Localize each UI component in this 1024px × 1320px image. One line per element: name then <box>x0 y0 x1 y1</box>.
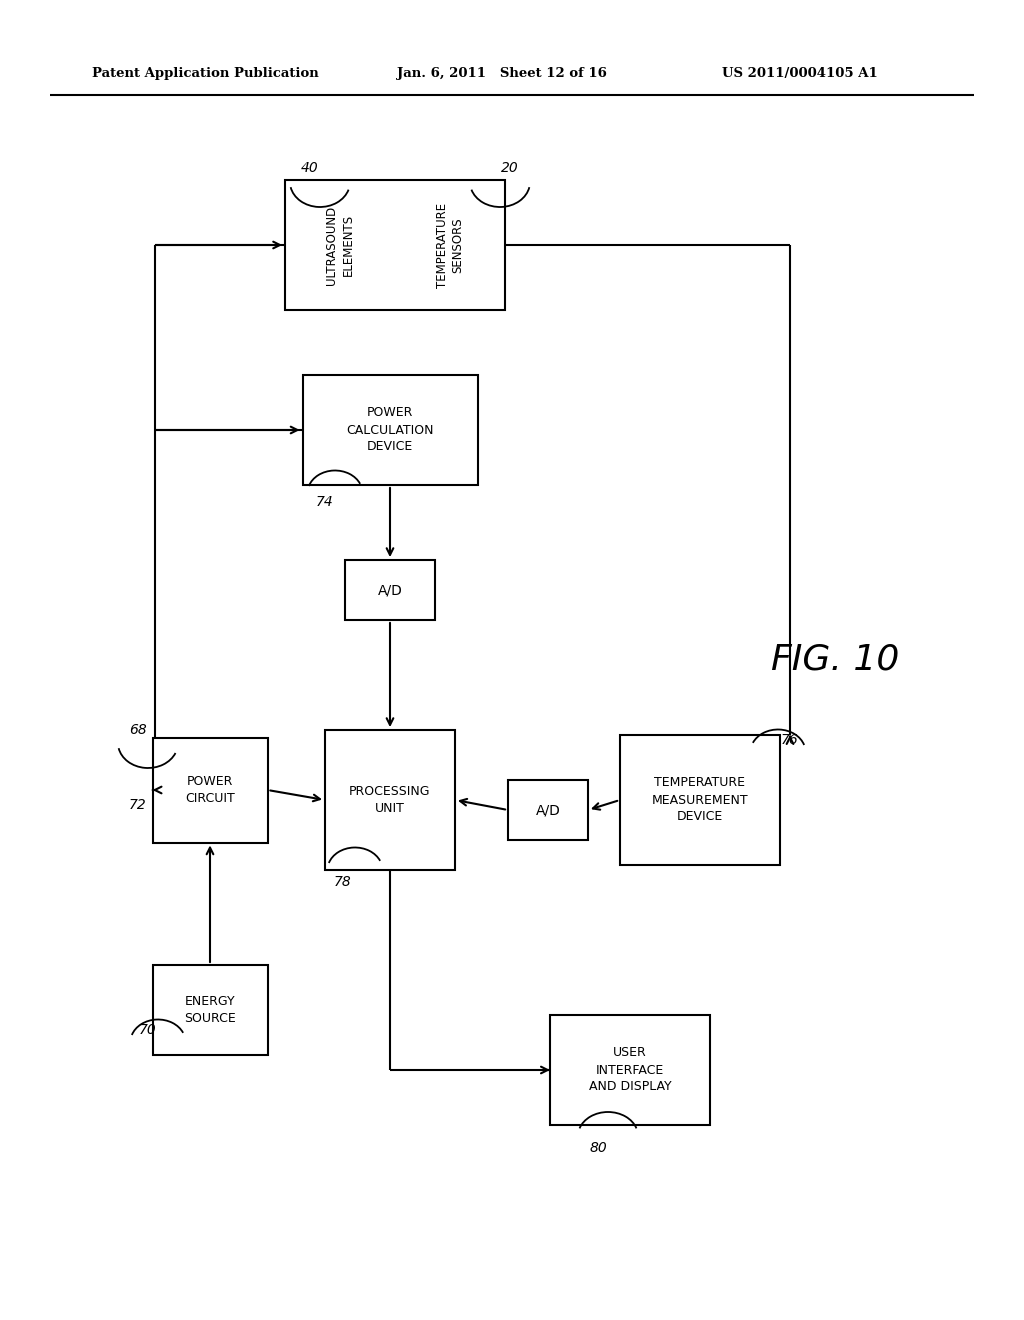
Bar <box>153 965 267 1055</box>
Text: 72: 72 <box>129 799 146 812</box>
Text: Patent Application Publication: Patent Application Publication <box>92 67 318 81</box>
Text: A/D: A/D <box>378 583 402 597</box>
Bar <box>325 730 455 870</box>
Bar <box>153 738 267 842</box>
Bar <box>285 180 505 310</box>
Text: USER
INTERFACE
AND DISPLAY: USER INTERFACE AND DISPLAY <box>589 1047 672 1093</box>
Text: 70: 70 <box>139 1023 157 1038</box>
Text: A/D: A/D <box>536 803 560 817</box>
Text: Jan. 6, 2011   Sheet 12 of 16: Jan. 6, 2011 Sheet 12 of 16 <box>397 67 607 81</box>
Bar <box>345 560 435 620</box>
Text: 68: 68 <box>129 723 146 737</box>
Text: 74: 74 <box>316 495 334 510</box>
Text: ULTRASOUND
ELEMENTS: ULTRASOUND ELEMENTS <box>326 206 354 285</box>
Bar <box>302 375 477 484</box>
Bar <box>550 1015 710 1125</box>
Bar <box>620 735 780 865</box>
Text: ENERGY
SOURCE: ENERGY SOURCE <box>184 995 236 1026</box>
Bar <box>508 780 588 840</box>
Text: TEMPERATURE
MEASUREMENT
DEVICE: TEMPERATURE MEASUREMENT DEVICE <box>651 776 749 824</box>
Text: 40: 40 <box>301 161 318 176</box>
Text: 78: 78 <box>334 875 352 888</box>
Text: TEMPERATURE
SENSORS: TEMPERATURE SENSORS <box>435 202 465 288</box>
Text: POWER
CIRCUIT: POWER CIRCUIT <box>185 775 234 805</box>
Text: US 2011/0004105 A1: US 2011/0004105 A1 <box>722 67 878 81</box>
Text: FIG. 10: FIG. 10 <box>771 643 899 677</box>
Text: 76: 76 <box>781 733 799 747</box>
Text: 80: 80 <box>589 1140 607 1155</box>
Text: PROCESSING
UNIT: PROCESSING UNIT <box>349 785 431 814</box>
Text: POWER
CALCULATION
DEVICE: POWER CALCULATION DEVICE <box>346 407 434 454</box>
Text: 20: 20 <box>501 161 519 176</box>
